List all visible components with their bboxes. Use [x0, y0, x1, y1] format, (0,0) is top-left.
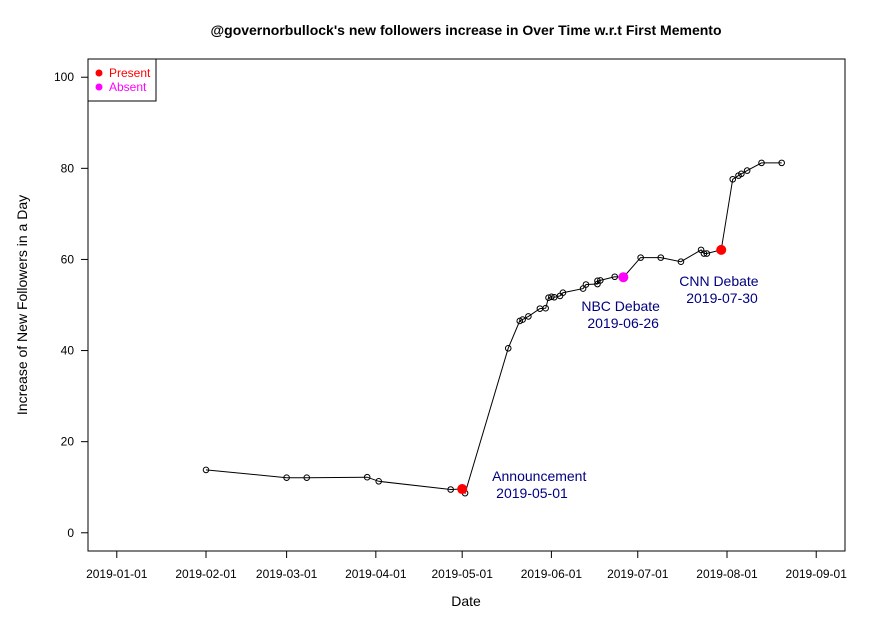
data-point	[657, 254, 665, 261]
y-tick-label: 0	[67, 526, 74, 540]
data-point	[363, 473, 371, 481]
x-tick-label: 2019-08-01	[696, 567, 758, 581]
annotation-date: 2019-05-01	[496, 485, 568, 501]
data-point	[525, 313, 532, 320]
data-point	[738, 170, 745, 178]
data-point	[375, 478, 383, 485]
x-tick-label: 2019-05-01	[431, 567, 493, 581]
data-point	[677, 258, 685, 266]
series-layer	[202, 159, 785, 497]
legend-label-absent: Absent	[109, 80, 147, 94]
data-point	[202, 466, 210, 474]
x-axis-label: Date	[451, 593, 481, 609]
legend-label-present: Present	[109, 66, 151, 80]
data-point	[559, 289, 567, 297]
highlight-layer	[457, 244, 727, 495]
x-tick-label: 2019-01-01	[86, 567, 148, 581]
x-tick-label: 2019-06-01	[521, 567, 583, 581]
data-point	[542, 304, 549, 312]
y-tick-label: 20	[61, 435, 75, 449]
data-point	[597, 277, 604, 284]
data-point	[778, 159, 785, 167]
data-point	[303, 474, 311, 481]
highlight-point-present	[457, 484, 468, 495]
legend-box	[87, 58, 157, 102]
y-axis: 0 20 40 60 80 100	[54, 70, 89, 540]
annotation-title: Announcement	[492, 468, 586, 484]
y-tick-label: 60	[61, 252, 75, 266]
y-axis-label: Increase of New Followers in a Day	[14, 195, 30, 415]
y-tick-label: 80	[61, 161, 75, 175]
data-point	[611, 273, 619, 281]
data-point	[700, 250, 708, 257]
legend-marker-absent	[95, 83, 103, 91]
highlight-point-present	[716, 244, 727, 255]
y-tick-label: 40	[61, 344, 75, 358]
annotation-title: NBC Debate	[581, 298, 660, 314]
x-axis: 2019-01-01 2019-02-01 2019-03-01 2019-04-01…	[86, 550, 848, 581]
data-point	[729, 175, 737, 183]
annotation-date: 2019-06-26	[587, 315, 659, 331]
data-point	[582, 281, 590, 288]
data-point	[519, 316, 526, 323]
x-tick-label: 2019-03-01	[256, 567, 318, 581]
data-point	[548, 293, 555, 301]
x-tick-label: 2019-02-01	[175, 567, 237, 581]
annotation-title: CNN Debate	[679, 273, 759, 289]
data-point	[703, 250, 711, 257]
legend-marker-present	[95, 69, 103, 77]
series-line	[205, 162, 782, 495]
chart-title: @governorbullock's new followers increas…	[210, 22, 721, 38]
x-tick-label: 2019-09-01	[786, 567, 848, 581]
data-point	[594, 277, 601, 285]
data-point	[758, 159, 765, 167]
data-point	[743, 167, 751, 174]
highlight-point-absent	[618, 272, 629, 283]
x-tick-label: 2019-04-01	[345, 567, 407, 581]
data-point	[637, 254, 644, 261]
annotation-date: 2019-07-30	[686, 290, 758, 306]
data-point	[504, 344, 512, 352]
data-point	[447, 486, 454, 493]
y-tick-label: 100	[54, 70, 74, 84]
x-tick-label: 2019-07-01	[607, 567, 669, 581]
data-point	[283, 474, 290, 481]
